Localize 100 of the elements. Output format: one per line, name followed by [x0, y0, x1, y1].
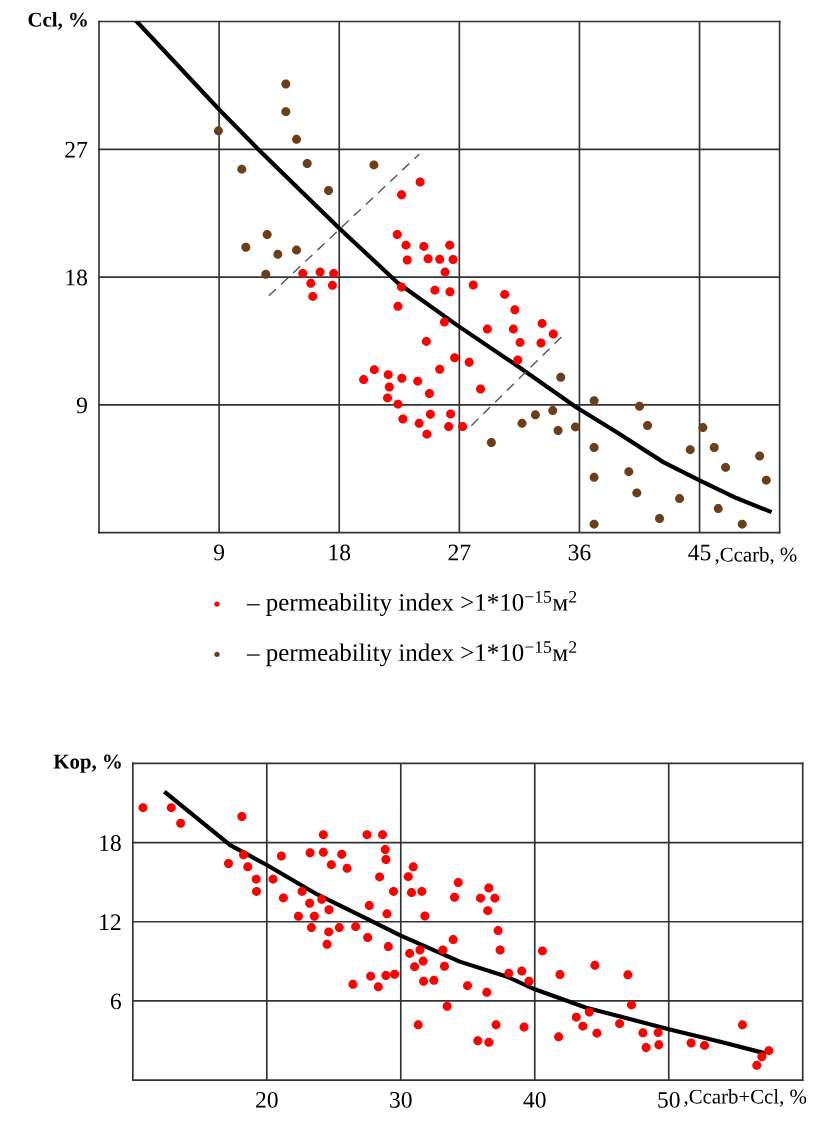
x-tick-label: 36: [568, 544, 591, 561]
y-tick-label: 9: [76, 397, 87, 414]
point: [450, 353, 460, 363]
point: [435, 254, 445, 264]
point: [398, 414, 408, 424]
point: [383, 393, 393, 403]
point: [713, 504, 723, 514]
point: [430, 285, 440, 295]
point: [482, 324, 492, 334]
point: [281, 107, 291, 117]
x-tick-label: 20: [256, 1091, 278, 1108]
point: [721, 462, 731, 472]
point: [556, 372, 566, 382]
point: [458, 422, 468, 432]
point: [422, 429, 432, 439]
point: [369, 160, 379, 170]
point: [698, 423, 708, 433]
x-tick-label: 45: [688, 544, 711, 561]
x-tick-label: 30: [390, 1091, 412, 1108]
y-axis-title: Ccl, %: [28, 12, 87, 30]
legend-label: – permeability index >1*10$^{−15}$м$^{2}$: [246, 590, 577, 616]
point: [401, 240, 411, 250]
point: [624, 467, 634, 477]
point: [448, 254, 458, 264]
point: [421, 336, 431, 346]
point: [464, 357, 474, 367]
point: [324, 185, 334, 195]
point: [383, 370, 393, 380]
point: [273, 249, 283, 259]
point: [517, 418, 527, 428]
point: [413, 376, 423, 386]
point: [500, 289, 510, 299]
point: [755, 451, 765, 461]
point: [423, 254, 433, 264]
point: [632, 488, 642, 498]
point: [510, 305, 520, 315]
point: [237, 164, 247, 174]
point: [709, 443, 719, 452]
point: [675, 494, 685, 504]
point: [329, 268, 339, 278]
x-tick-label: 18: [329, 544, 351, 561]
y-tick-label: 18: [66, 269, 87, 286]
point: [635, 401, 644, 411]
y-tick-label: 6: [110, 993, 122, 1010]
point: [435, 364, 445, 374]
point: [468, 280, 478, 290]
point: [553, 425, 563, 435]
y-tick-label: 12: [100, 914, 121, 930]
point: [292, 134, 302, 144]
point: [589, 443, 599, 452]
point: [397, 190, 407, 200]
point: [414, 418, 424, 428]
point: [445, 287, 455, 297]
point: [315, 267, 325, 277]
point: [302, 158, 312, 168]
point: [530, 410, 540, 420]
point: [402, 255, 412, 265]
point: [476, 384, 486, 394]
point: [308, 291, 318, 301]
x-axis-title: ,Ccarb+Ccl, %: [684, 1088, 807, 1107]
point: [685, 445, 695, 455]
point: [536, 338, 546, 348]
point: [262, 229, 272, 239]
point: [393, 399, 403, 409]
point: [213, 126, 223, 136]
point: [440, 267, 450, 277]
point: [589, 519, 599, 529]
x-axis-title: ,Ccarb, %: [715, 547, 797, 565]
point: [425, 409, 435, 419]
y-tick-label: 18: [100, 835, 121, 852]
point: [513, 355, 523, 365]
point: [486, 438, 496, 448]
point: [445, 240, 455, 250]
point: [281, 79, 291, 89]
point: [446, 409, 456, 419]
point: [241, 242, 251, 252]
point: [419, 241, 429, 251]
line-series: [134, 21, 772, 514]
point: [292, 245, 302, 255]
point: [327, 280, 337, 290]
point: [737, 519, 747, 529]
point: [589, 396, 599, 406]
point: [298, 268, 308, 278]
x-tick-label: 50: [658, 1091, 680, 1108]
point: [655, 514, 665, 523]
point: [589, 472, 599, 482]
point: [397, 373, 407, 383]
x-tick-label: 9: [213, 544, 225, 561]
point: [444, 422, 454, 432]
point: [424, 389, 434, 399]
point: [306, 278, 316, 288]
point: [369, 365, 379, 375]
point: [397, 282, 407, 292]
point: [548, 329, 558, 339]
point: [761, 475, 771, 485]
point: [359, 375, 369, 385]
point: [515, 337, 525, 347]
point: [537, 318, 547, 328]
point: [415, 177, 425, 187]
point: [384, 382, 394, 392]
